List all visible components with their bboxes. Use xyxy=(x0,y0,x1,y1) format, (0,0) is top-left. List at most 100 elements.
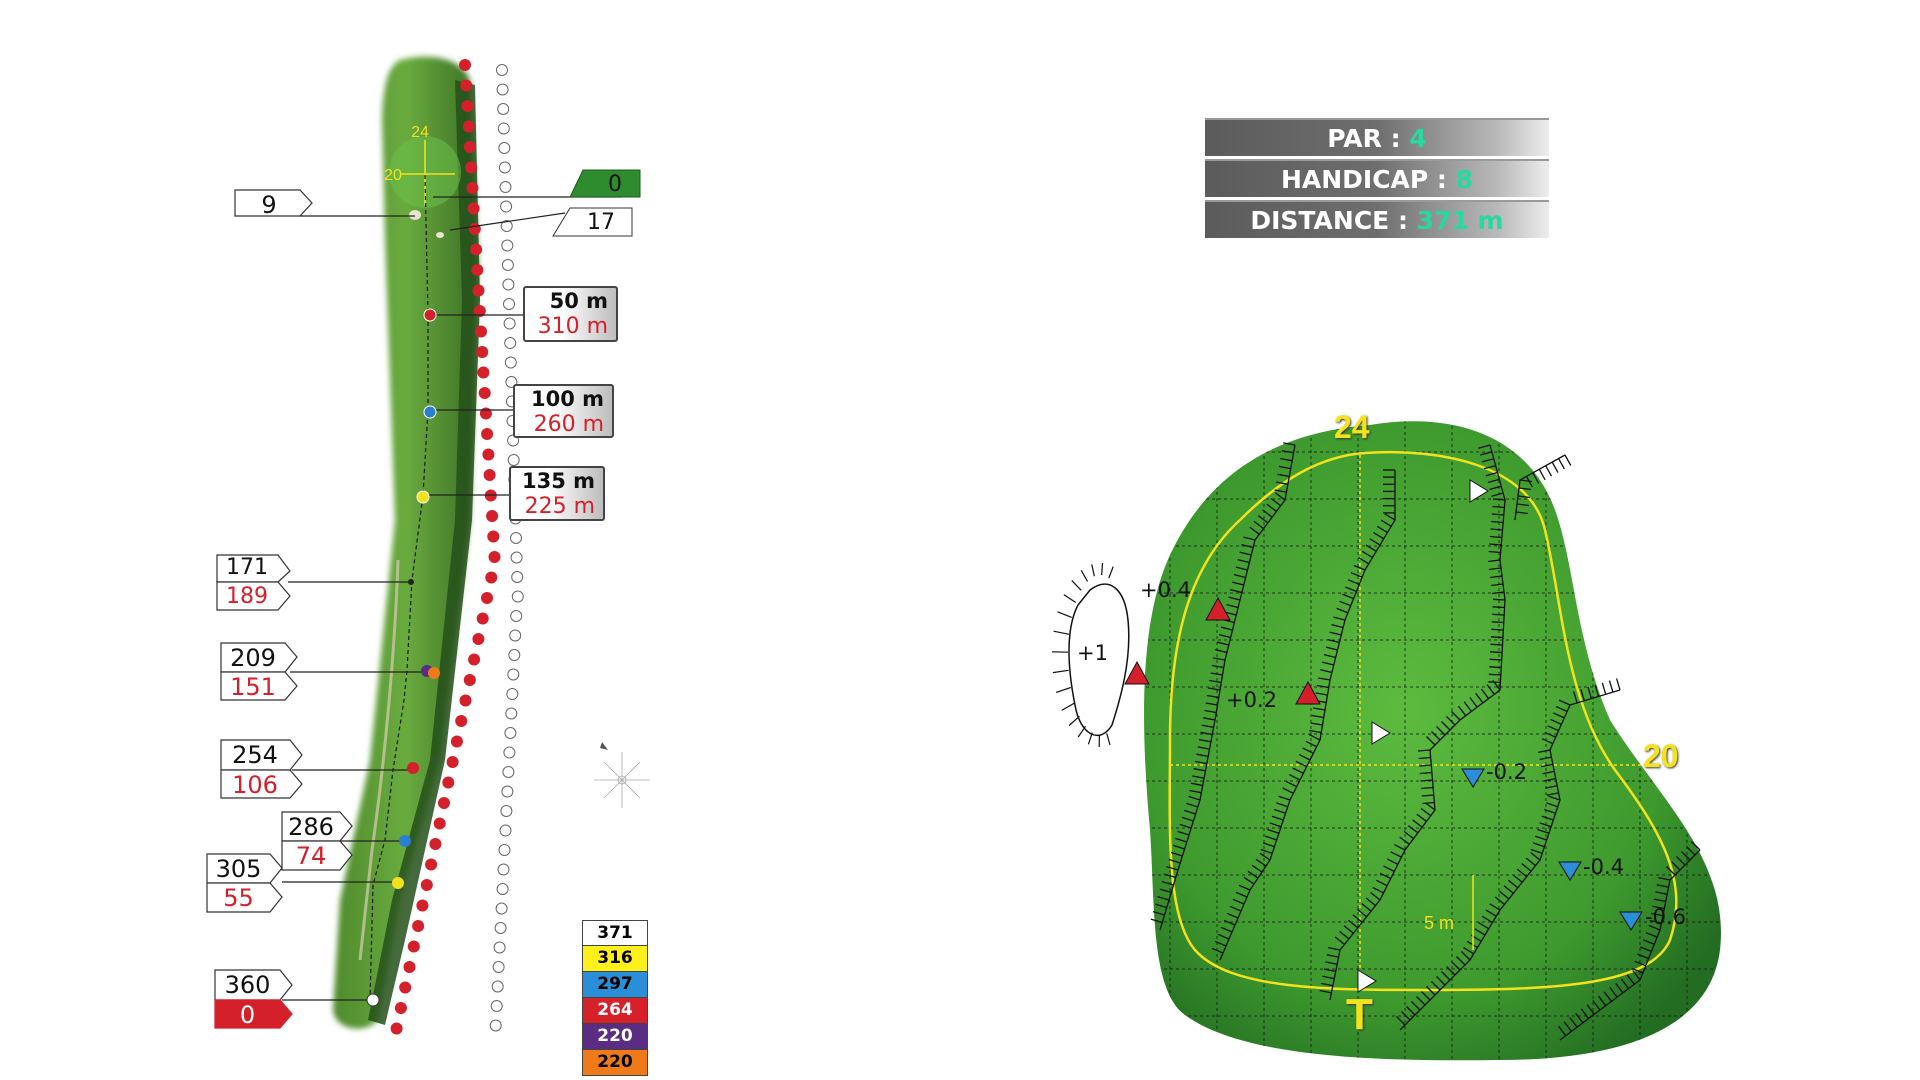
overview-green-width: 24 xyxy=(411,124,429,141)
contour-hatch xyxy=(1417,749,1431,752)
contour-hatch xyxy=(1601,682,1607,695)
contour-hatch xyxy=(1658,876,1671,881)
boundary-dot xyxy=(500,220,513,232)
left-label-171: 171 xyxy=(226,555,268,580)
oob-dot xyxy=(399,981,412,994)
par-row: PAR : 4 xyxy=(1205,118,1549,156)
slope-down-marker xyxy=(1461,768,1485,788)
marker-dot-tee xyxy=(366,993,380,1007)
contour-hatch xyxy=(1383,865,1395,872)
contour-hatch xyxy=(1285,780,1297,788)
tee-legend: 371 316 297 264 220 220 xyxy=(582,920,648,1076)
left-label-0: 0 xyxy=(239,1001,256,1029)
contour-hatch xyxy=(1334,936,1345,945)
contour-hatch xyxy=(1379,872,1391,880)
contour-hatch xyxy=(1399,836,1410,845)
oob-dot xyxy=(438,797,450,809)
bunker-hatch-line xyxy=(1091,564,1095,577)
contour-hatch xyxy=(1547,725,1559,732)
oob-dot xyxy=(488,551,501,563)
bunker-hatch-line xyxy=(1080,570,1089,582)
contour-hatch xyxy=(1200,731,1213,736)
contour-hatch xyxy=(1347,919,1359,929)
contour-hatch xyxy=(1155,903,1167,909)
contour-hatch xyxy=(1316,684,1329,689)
contour-hatch xyxy=(1224,611,1237,616)
contour-hatch xyxy=(1503,885,1514,894)
contour-hatch xyxy=(1372,886,1384,894)
contour-hatch xyxy=(1262,509,1273,518)
oob-dot xyxy=(446,756,459,768)
contour-hatch xyxy=(1580,689,1585,701)
contour-hatch xyxy=(1295,760,1307,768)
boundary-dot xyxy=(497,103,510,115)
contour-hatch xyxy=(1555,706,1568,712)
oob-dot xyxy=(465,161,478,174)
boundary-dot xyxy=(502,278,515,291)
contour-hatch xyxy=(1281,450,1294,454)
marker-dot-209-orange xyxy=(428,667,440,679)
oob-dot xyxy=(471,264,484,276)
contour-hatch xyxy=(1507,879,1519,889)
handicap-value: 8 xyxy=(1455,165,1474,194)
contour-hatch xyxy=(1457,705,1467,717)
contour-hatch xyxy=(1237,558,1250,564)
contour-hatch xyxy=(1543,777,1556,782)
contour-hatch xyxy=(1318,677,1331,681)
bunker-hatch-line xyxy=(1087,732,1093,745)
contour-hatch xyxy=(1463,947,1475,955)
contour-hatch xyxy=(1269,822,1282,828)
path-track xyxy=(358,559,400,961)
contour-hatch xyxy=(1426,736,1436,746)
contour-hatch xyxy=(1525,857,1537,867)
oob-dot xyxy=(476,612,489,625)
oob-dot xyxy=(483,469,496,481)
boundary-dot xyxy=(510,551,523,564)
contour-hatch xyxy=(1271,815,1284,821)
contour-hatch xyxy=(1218,633,1231,639)
contour-hatch xyxy=(1230,588,1243,594)
contour-hatch xyxy=(1157,895,1170,901)
bunker-hatch-line xyxy=(1061,702,1075,711)
bunker-hatch-line xyxy=(1063,594,1077,604)
par-label: PAR : xyxy=(1327,124,1401,153)
contour-hatch xyxy=(1488,559,1501,563)
boundary-dot xyxy=(496,883,509,895)
contour-hatch xyxy=(1421,794,1434,797)
contour-hatch xyxy=(1309,734,1321,741)
contour-hatch xyxy=(1310,722,1323,726)
contour-hatch xyxy=(1320,982,1334,987)
contour-hatch xyxy=(1441,971,1451,981)
boundary-dot xyxy=(500,805,513,817)
distance-value: 371 m xyxy=(1416,206,1504,235)
oob-dot xyxy=(407,940,420,953)
contour-hatch xyxy=(1490,636,1503,639)
slope-value: -0.6 xyxy=(1645,905,1686,929)
green-depth-label: 20 xyxy=(1643,738,1679,774)
contour-hatch xyxy=(1251,864,1263,873)
boundary-dot xyxy=(497,863,510,876)
contour-hatch xyxy=(1530,848,1543,854)
contour-hatch xyxy=(1491,621,1504,624)
slope-value: +0.2 xyxy=(1226,688,1277,712)
boundary-dot xyxy=(510,532,522,544)
oob-dot xyxy=(463,674,476,686)
left-label-305: 305 xyxy=(215,855,262,883)
oob-dot xyxy=(468,653,481,666)
contour-hatch xyxy=(1626,974,1635,985)
overview-bunker xyxy=(436,232,444,238)
boundary-dot xyxy=(499,181,512,193)
green-width-label: 24 xyxy=(1334,409,1370,445)
contour-hatch xyxy=(1419,771,1432,775)
contour-hatch xyxy=(1325,646,1338,651)
contour-hatch xyxy=(1411,1001,1421,1011)
contour-hatch xyxy=(1686,846,1696,856)
contour-hatch xyxy=(1487,478,1500,484)
contour-hatch xyxy=(1446,716,1456,726)
contour-hatch xyxy=(1177,830,1190,836)
contour-hatch xyxy=(1376,879,1388,887)
contour-hatch xyxy=(1488,673,1501,676)
contour-hatch xyxy=(1517,495,1530,499)
contour-hatch xyxy=(1540,763,1554,768)
contour-hatch xyxy=(1223,919,1236,926)
